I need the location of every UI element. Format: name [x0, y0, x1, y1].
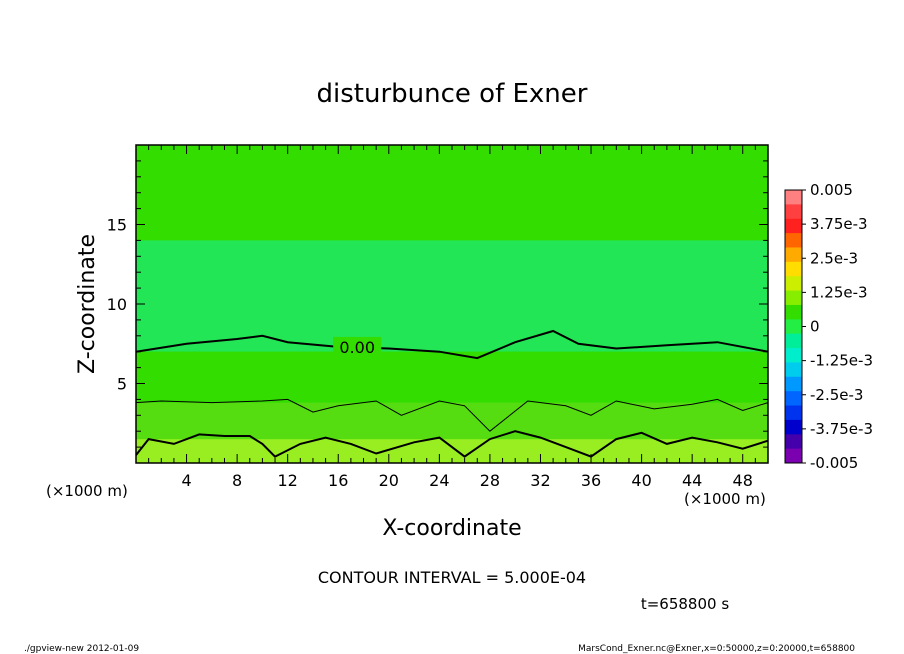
x-tick-label: 24 — [429, 471, 449, 490]
field-band — [136, 351, 768, 403]
x-tick-label: 8 — [232, 471, 242, 490]
x-tick-label: 36 — [581, 471, 601, 490]
contour-interval: CONTOUR INTERVAL = 5.000E-04 — [318, 568, 586, 587]
field-band — [136, 240, 768, 352]
y-axis-label: Z-coordinate — [75, 234, 100, 374]
colorbar-swatch — [785, 290, 802, 306]
colorbar-swatch — [785, 218, 802, 234]
x-axis: 4 8 12 16 20 24 28 32 36 40 44 48 — [148, 145, 756, 490]
footer-left: ./gpview-new 2012-01-09 — [24, 644, 139, 654]
contour-label-bg — [333, 336, 382, 357]
colorbar-swatch — [785, 319, 802, 335]
colorbar-label: -1.25e-3 — [810, 352, 873, 370]
x-tick-label: 16 — [328, 471, 348, 490]
x-unit-right: (×1000 m) — [684, 490, 766, 508]
field-band — [136, 439, 768, 463]
time-label: t=658800 s — [641, 595, 729, 613]
x-unit-left: (×1000 m) — [46, 482, 128, 500]
contour-line-middle — [135, 398, 769, 432]
x-tick-label: 40 — [631, 471, 651, 490]
colorbar-swatch — [785, 434, 802, 450]
footer-right: MarsCond_Exner.nc@Exner,x=0:50000,z=0:20… — [578, 644, 855, 654]
colorbar-swatch — [785, 233, 802, 248]
colorbar-swatch — [785, 405, 802, 421]
colorbar-swatch — [785, 190, 802, 205]
colorbar-label: 0.005 — [810, 181, 853, 199]
colorbar: 0.005 3.75e-3 2.5e-3 1.25e-3 0 -1.25e-3 -2.5e-… — [784, 181, 873, 472]
colorbar-swatch — [785, 304, 802, 320]
x-tick-label: 20 — [379, 471, 399, 490]
colorbar-label: -3.75e-3 — [810, 420, 873, 438]
colorbar-label: -2.5e-3 — [810, 386, 863, 404]
contour-line-zero — [135, 329, 769, 360]
colorbar-swatch — [785, 261, 802, 277]
colorbar-label: 3.75e-3 — [810, 215, 868, 233]
y-tick-label: 15 — [107, 216, 127, 235]
x-tick-label: 44 — [682, 471, 702, 490]
colorbar-swatch — [785, 391, 802, 407]
colorbar-swatch — [785, 247, 802, 263]
x-tick-label: 28 — [480, 471, 500, 490]
colorbar-swatch — [785, 348, 802, 363]
contour-label: 0.00 — [339, 338, 375, 357]
colorbar-label: -0.005 — [810, 454, 858, 472]
colorbar-label: 1.25e-3 — [810, 283, 868, 301]
colorbar-swatch — [785, 204, 802, 220]
y-axis: 5 10 15 — [107, 160, 768, 448]
x-tick-label: 32 — [530, 471, 550, 490]
chart-title: disturbunce of Exner — [317, 79, 588, 109]
x-tick-label: 4 — [181, 471, 191, 490]
field-band — [136, 402, 768, 440]
plot-area: 0.00 — [135, 144, 769, 464]
y-tick-label: 5 — [117, 375, 127, 394]
x-tick-label: 12 — [278, 471, 298, 490]
colorbar-swatch — [785, 276, 802, 292]
colorbar-swatch — [785, 376, 802, 392]
colorbar-swatch — [785, 333, 802, 349]
colorbar-swatch — [785, 419, 802, 435]
colorbar-swatch — [785, 362, 802, 378]
colorbar-swatch — [785, 448, 802, 464]
field-band — [136, 145, 768, 241]
contour-line-lower — [135, 430, 769, 458]
y-tick-label: 10 — [107, 295, 127, 314]
colorbar-label: 2.5e-3 — [810, 249, 858, 267]
x-axis-label: X-coordinate — [382, 516, 521, 541]
colorbar-label: 0 — [810, 318, 820, 336]
x-tick-label: 48 — [733, 471, 753, 490]
